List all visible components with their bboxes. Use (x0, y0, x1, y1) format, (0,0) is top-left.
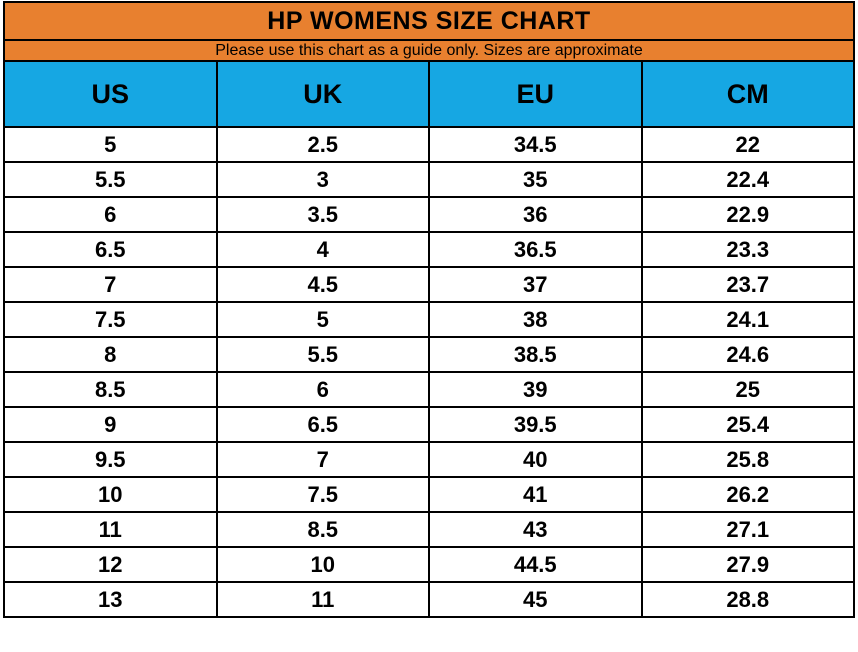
size-cell: 43 (428, 511, 643, 548)
table-row: 8.5 6 39 25 (3, 371, 855, 408)
size-cell: 6 (215, 371, 430, 408)
size-cell: 13 (3, 581, 218, 618)
size-cell: 9 (3, 406, 218, 443)
table-row: 9 6.5 39.5 25.4 (3, 406, 855, 443)
table-row: 10 7.5 41 26.2 (3, 476, 855, 513)
size-cell: 3.5 (215, 196, 430, 233)
size-cell: 23.3 (640, 231, 855, 268)
size-cell: 5 (3, 126, 218, 163)
size-cell: 11 (215, 581, 430, 618)
size-chart: HP WOMENS SIZE CHART Please use this cha… (3, 1, 855, 618)
size-cell: 3 (215, 161, 430, 198)
size-cell: 36.5 (428, 231, 643, 268)
size-cell: 45 (428, 581, 643, 618)
size-cell: 39.5 (428, 406, 643, 443)
size-cell: 22.9 (640, 196, 855, 233)
size-cell: 26.2 (640, 476, 855, 513)
size-cell: 9.5 (3, 441, 218, 478)
size-cell: 34.5 (428, 126, 643, 163)
size-cell: 27.1 (640, 511, 855, 548)
size-cell: 38.5 (428, 336, 643, 373)
size-cell: 25.8 (640, 441, 855, 478)
size-cell: 6.5 (3, 231, 218, 268)
size-cell: 2.5 (215, 126, 430, 163)
chart-title: HP WOMENS SIZE CHART (3, 1, 855, 41)
size-cell: 24.6 (640, 336, 855, 373)
column-header-eu: EU (428, 60, 643, 128)
chart-subtitle: Please use this chart as a guide only. S… (3, 39, 855, 62)
size-cell: 24.1 (640, 301, 855, 338)
size-cell: 7.5 (215, 476, 430, 513)
title-row: HP WOMENS SIZE CHART (3, 1, 855, 41)
size-cell: 4.5 (215, 266, 430, 303)
size-cell: 8.5 (3, 371, 218, 408)
size-cell: 40 (428, 441, 643, 478)
table-row: 6.5 4 36.5 23.3 (3, 231, 855, 268)
size-cell: 8.5 (215, 511, 430, 548)
size-cell: 44.5 (428, 546, 643, 583)
size-cell: 39 (428, 371, 643, 408)
size-cell: 22.4 (640, 161, 855, 198)
size-cell: 7 (215, 441, 430, 478)
column-header-us: US (3, 60, 218, 128)
size-cell: 38 (428, 301, 643, 338)
table-row: 7.5 5 38 24.1 (3, 301, 855, 338)
size-cell: 5 (215, 301, 430, 338)
size-cell: 7.5 (3, 301, 218, 338)
table-row: 5.5 3 35 22.4 (3, 161, 855, 198)
size-cell: 12 (3, 546, 218, 583)
subtitle-row: Please use this chart as a guide only. S… (3, 39, 855, 62)
size-cell: 4 (215, 231, 430, 268)
size-cell: 10 (215, 546, 430, 583)
size-cell: 5.5 (215, 336, 430, 373)
size-cell: 8 (3, 336, 218, 373)
table-row: 9.5 7 40 25.8 (3, 441, 855, 478)
table-row: 6 3.5 36 22.9 (3, 196, 855, 233)
table-row: 7 4.5 37 23.7 (3, 266, 855, 303)
size-cell: 10 (3, 476, 218, 513)
table-body: 5 2.5 34.5 22 5.5 3 35 22.4 6 3.5 36 22.9 6.5 4 36.5 23… (3, 126, 855, 618)
size-cell: 5.5 (3, 161, 218, 198)
size-cell: 27.9 (640, 546, 855, 583)
size-chart-head: HP WOMENS SIZE CHART Please use this cha… (3, 1, 855, 128)
table-row: 11 8.5 43 27.1 (3, 511, 855, 548)
size-cell: 6.5 (215, 406, 430, 443)
size-cell: 25.4 (640, 406, 855, 443)
size-cell: 37 (428, 266, 643, 303)
size-cell: 41 (428, 476, 643, 513)
column-header-row: US UK EU CM (3, 60, 855, 128)
size-cell: 36 (428, 196, 643, 233)
table-row: 5 2.5 34.5 22 (3, 126, 855, 163)
size-cell: 11 (3, 511, 218, 548)
size-cell: 28.8 (640, 581, 855, 618)
size-cell: 6 (3, 196, 218, 233)
size-cell: 35 (428, 161, 643, 198)
table-row: 8 5.5 38.5 24.6 (3, 336, 855, 373)
size-chart-table: HP WOMENS SIZE CHART Please use this cha… (3, 1, 855, 618)
size-cell: 25 (640, 371, 855, 408)
column-header-cm: CM (640, 60, 855, 128)
table-row: 12 10 44.5 27.9 (3, 546, 855, 583)
table-row: 13 11 45 28.8 (3, 581, 855, 618)
size-cell: 22 (640, 126, 855, 163)
column-header-uk: UK (215, 60, 430, 128)
size-cell: 23.7 (640, 266, 855, 303)
size-cell: 7 (3, 266, 218, 303)
